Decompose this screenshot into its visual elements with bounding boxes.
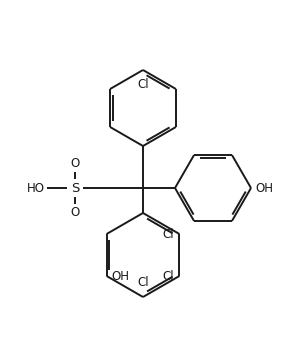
Text: O: O: [70, 206, 79, 219]
Text: Cl: Cl: [163, 228, 174, 240]
Text: O: O: [70, 157, 79, 170]
Text: Cl: Cl: [163, 270, 174, 283]
Text: OH: OH: [255, 181, 273, 194]
Text: OH: OH: [112, 270, 130, 283]
Text: HO: HO: [27, 181, 45, 194]
Text: S: S: [71, 181, 79, 194]
Text: Cl: Cl: [137, 78, 149, 91]
Text: Cl: Cl: [137, 276, 149, 289]
